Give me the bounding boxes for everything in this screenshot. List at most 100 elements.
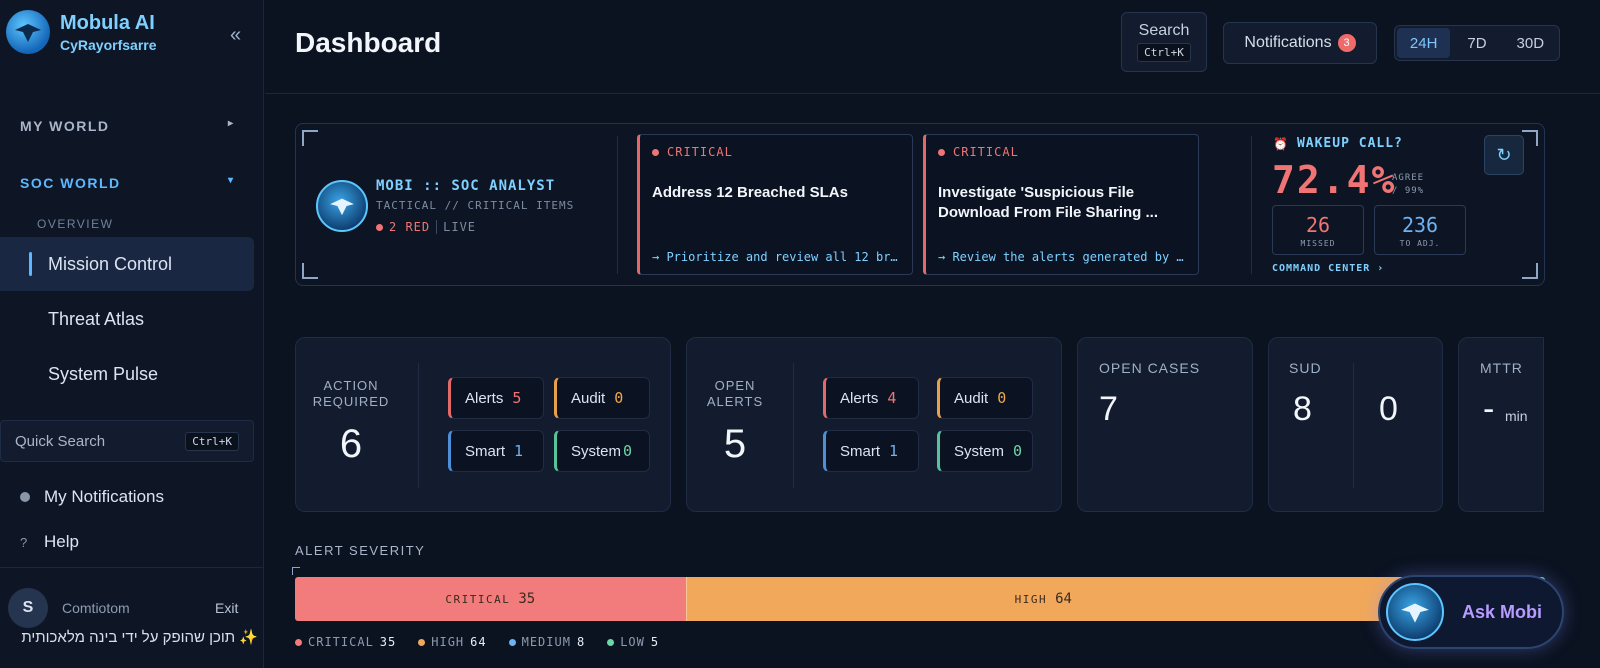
agree-stat: AGREE / 99% [1392, 172, 1424, 198]
divider [793, 363, 794, 488]
divider [1251, 136, 1252, 274]
chip-label: System [571, 442, 622, 460]
chip-label: Audit [571, 389, 606, 407]
agent-status: 2 RED LIVE [376, 220, 476, 234]
critical-card[interactable]: CRITICAL Address 12 Breached SLAs → Prio… [637, 134, 913, 275]
status-dot-icon [938, 148, 945, 156]
sidebar-item-label: Mission Control [48, 253, 173, 274]
legend-dot-icon [607, 638, 615, 646]
chip-label: Alerts [465, 389, 504, 407]
sud-card[interactable]: SUD 8 0 [1268, 337, 1443, 512]
agent-title: MOBI :: SOC ANALYST [376, 178, 556, 194]
frame-corner [1522, 263, 1538, 279]
chip-label: Alerts [840, 389, 879, 407]
chip-audit[interactable]: Audit 0 [554, 377, 650, 419]
legend-item: CRITICAL 35 [295, 635, 396, 649]
mobi-avatar-icon [316, 180, 368, 232]
critical-card[interactable]: CRITICAL Investigate 'Suspicious File Do… [923, 134, 1199, 275]
command-center-link[interactable]: COMMAND CENTER › [1272, 263, 1385, 274]
header: Dashboard Search Ctrl+K Notifications 3 … [265, 0, 1600, 94]
red-count: 2 RED [389, 220, 431, 234]
segment-value: 64 [1055, 591, 1072, 607]
legend-dot-icon [418, 638, 426, 646]
missed-value: 26 [1305, 212, 1331, 237]
legend-value: 8 [576, 635, 586, 649]
legend-dot-icon [508, 638, 516, 646]
caret-down-icon: ▾ [228, 175, 235, 186]
range-7d[interactable]: 7D [1467, 34, 1487, 52]
open-cases-card[interactable]: OPEN CASES 7 [1077, 337, 1253, 512]
quick-search-label: Quick Search [15, 432, 106, 450]
chip-smart[interactable]: Smart 1 [823, 430, 919, 472]
range-24h[interactable]: 24H [1397, 28, 1451, 58]
severity-segment-high[interactable]: HIGH 64 [685, 577, 1400, 621]
ask-mobi-button[interactable]: Ask Mobi [1378, 575, 1564, 649]
card-label: SUD [1289, 360, 1322, 376]
brand-subtitle: CyRayorfsarre [60, 36, 157, 53]
label-line: REQUIRED [312, 394, 390, 409]
legend-value: 64 [470, 635, 487, 649]
chip-alerts[interactable]: Alerts 4 [823, 377, 919, 419]
chip-system[interactable]: System 0 [554, 430, 650, 472]
user-name: Comtiotom [62, 600, 130, 616]
divider [617, 136, 618, 274]
ai-generated-note: ✨ תוכן שהופק על ידי בינה מלאכותית [21, 629, 258, 646]
sidebar-item-system-pulse[interactable]: System Pulse [0, 347, 254, 401]
critical-action-link[interactable]: → Review the alerts generated by this ru… [938, 250, 1188, 264]
collapse-sidebar-icon[interactable]: « [230, 24, 242, 46]
severity-segment-critical[interactable]: CRITICAL 35 [295, 577, 686, 621]
to-adjust-label: TO ADJ. [1399, 238, 1441, 248]
refresh-icon[interactable]: ↻ [1484, 135, 1524, 175]
chip-system[interactable]: System 0 [937, 430, 1033, 472]
section-soc-world[interactable]: SOC WORLD ▾ [20, 175, 233, 191]
mttr-card[interactable]: MTTR - min [1458, 337, 1544, 512]
segment-value: 35 [518, 591, 536, 607]
user-profile[interactable]: S Comtiotom [8, 588, 130, 628]
chip-value: 0 [623, 442, 633, 460]
question-icon: ? [20, 534, 28, 550]
card-value: 7 [1099, 390, 1118, 428]
brand[interactable]: Mobula AI CyRayorfsarre [6, 10, 157, 54]
frame-corner [302, 130, 318, 146]
section-my-world[interactable]: MY WORLD ▸ [20, 118, 233, 134]
caret-right-icon: ▸ [228, 118, 235, 129]
legend-item: LOW 5 [607, 635, 659, 649]
link-label: Help [44, 532, 79, 551]
range-30d[interactable]: 30D [1516, 34, 1545, 52]
exit-button[interactable]: Exit [215, 600, 239, 616]
legend-label: LOW [620, 635, 645, 649]
missed-stat[interactable]: 26 MISSED [1272, 205, 1364, 255]
quick-search-button[interactable]: Quick Search Ctrl+K [0, 420, 254, 462]
chip-smart[interactable]: Smart 1 [448, 430, 544, 472]
chip-alerts[interactable]: Alerts 5 [448, 377, 544, 419]
critical-action-link[interactable]: → Prioritize and review all 12 breached … [652, 250, 902, 264]
action-required-card: ACTION REQUIRED 6 Alerts 5 Audit 0 Smart 1 … [295, 337, 671, 512]
wakeup-text: WAKEUP CALL? [1296, 136, 1403, 151]
mobi-avatar-icon [1386, 583, 1444, 641]
help-link[interactable]: ? Help [20, 532, 79, 552]
frame-corner [1522, 130, 1538, 146]
card-value: 5 [723, 422, 747, 466]
to-adjust-stat[interactable]: 236 TO ADJ. [1374, 205, 1466, 255]
page-title: Dashboard [295, 27, 442, 58]
shortcut-badge: Ctrl+K [1137, 43, 1191, 62]
divider [1353, 363, 1354, 488]
sidebar-item-threat-atlas[interactable]: Threat Atlas [0, 292, 254, 346]
critical-tag: CRITICAL [938, 145, 1186, 159]
live-label: LIVE [436, 220, 476, 234]
frame-corner [302, 263, 318, 279]
critical-title: Investigate 'Suspicious File Download Fr… [938, 184, 1159, 221]
chip-value: 4 [887, 389, 897, 407]
legend-label: CRITICAL [308, 635, 374, 649]
notifications-button[interactable]: Notifications 3 [1223, 22, 1377, 64]
critical-tag: CRITICAL [652, 145, 900, 159]
severity-bar: CRITICAL 35 HIGH 64 [295, 577, 1545, 621]
status-dot-icon [652, 148, 659, 156]
search-button[interactable]: Search Ctrl+K [1121, 12, 1207, 72]
chip-value: 1 [514, 442, 524, 460]
my-notifications-link[interactable]: My Notifications [20, 487, 164, 507]
divider [0, 567, 264, 568]
critical-title: Address 12 Breached SLAs [652, 184, 848, 201]
chip-audit[interactable]: Audit 0 [937, 377, 1033, 419]
sidebar-item-mission-control[interactable]: Mission Control [0, 237, 254, 291]
